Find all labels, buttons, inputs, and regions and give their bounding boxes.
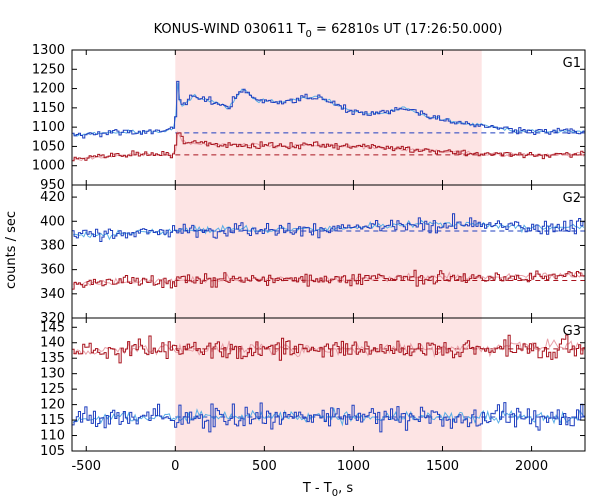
shaded-interval-g2	[175, 185, 482, 318]
x-tick-label-1500: 1500	[426, 459, 459, 474]
model-curve-red-g3	[73, 338, 585, 358]
model-curve-blue-g2	[72, 219, 585, 241]
panel-label-g1: G1	[563, 56, 581, 71]
y-tick-label-g3-105: 105	[40, 444, 65, 459]
y-tick-label-g1-1100: 1100	[32, 120, 65, 135]
y-tick-label-g1-1000: 1000	[32, 159, 65, 174]
y-tick-label-g3-125: 125	[40, 382, 65, 397]
y-tick-label-g1-1150: 1150	[32, 101, 65, 116]
y-tick-label-g2-320: 320	[40, 311, 65, 326]
x-axis-label: T - T0, s	[302, 481, 353, 499]
y-tick-label-g3-115: 115	[40, 413, 65, 428]
count-rate-histogram-blue-g3	[72, 402, 585, 433]
y-tick-label-g2-420: 420	[40, 190, 65, 205]
y-tick-label-g1-950: 950	[40, 178, 65, 193]
x-tick-label-0: 0	[171, 459, 179, 474]
y-tick-label-g1-1050: 1050	[32, 139, 65, 154]
y-tick-label-g3-120: 120	[40, 398, 65, 413]
y-tick-label-g3-130: 130	[40, 367, 65, 382]
trigger-interval-shading	[175, 50, 482, 451]
y-axis-label: counts / sec	[4, 211, 19, 289]
panel-frame-g3	[71, 317, 586, 452]
count-rate-histogram-red-g2	[72, 269, 585, 290]
y-tick-label-g3-140: 140	[40, 336, 65, 351]
x-tick-label-2000: 2000	[515, 459, 548, 474]
x-tick-label-500: 500	[252, 459, 277, 474]
panel-frames	[71, 49, 586, 452]
tick-layer: 9501000105011001150120012501300G13203403…	[32, 43, 585, 474]
y-tick-label-g3-110: 110	[40, 429, 65, 444]
y-tick-label-g2-360: 360	[40, 263, 65, 278]
x-tick-label-1000: 1000	[337, 459, 370, 474]
y-tick-label-g2-380: 380	[40, 238, 65, 253]
y-tick-label-g2-400: 400	[40, 214, 65, 229]
count-rate-histogram-blue-g1	[72, 80, 585, 139]
panel-label-g3: G3	[563, 324, 581, 339]
chart-title: KONUS-WIND 030611 T0 = 62810s UT (17:26:…	[154, 22, 503, 40]
count-rate-histogram-blue-g2	[72, 213, 585, 242]
count-rate-histogram-red-g3	[72, 334, 585, 364]
y-tick-label-g3-145: 145	[40, 320, 65, 335]
y-tick-label-g2-340: 340	[40, 287, 65, 302]
panel-label-g2: G2	[563, 191, 581, 206]
model-curve-red-g2	[72, 271, 585, 287]
shaded-interval-g3	[175, 318, 482, 451]
y-tick-label-g1-1250: 1250	[32, 62, 65, 77]
y-tick-label-g1-1200: 1200	[32, 82, 65, 97]
x-tick-label--500: -500	[71, 459, 101, 474]
model-curve-blue-g1	[73, 82, 585, 137]
series-layer	[72, 80, 585, 433]
y-tick-label-g3-135: 135	[40, 351, 65, 366]
y-tick-label-g1-1300: 1300	[32, 43, 65, 58]
count-rate-histogram-red-g1	[72, 132, 585, 162]
